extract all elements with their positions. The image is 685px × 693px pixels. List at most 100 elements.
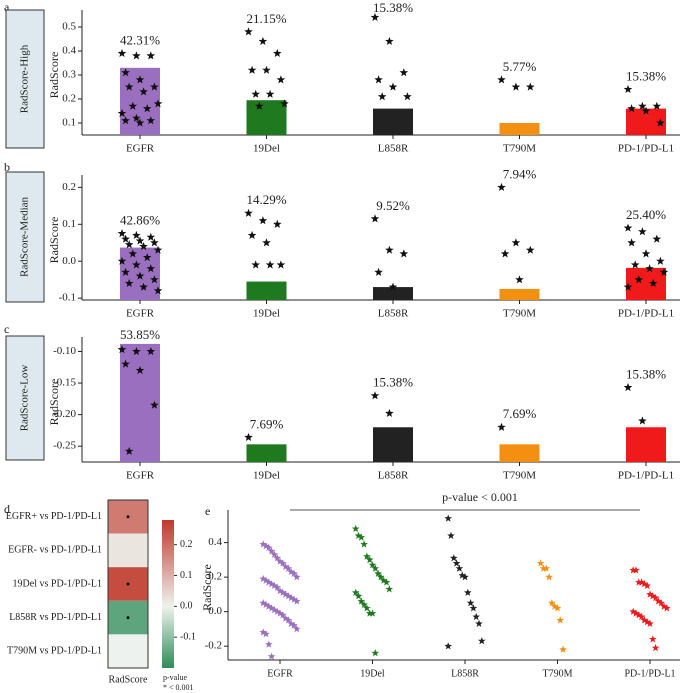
- data-point: [660, 602, 668, 610]
- data-point: [244, 432, 253, 441]
- data-point: [281, 590, 290, 598]
- data-point: [262, 238, 271, 247]
- data-point: [654, 597, 663, 605]
- data-point: [262, 630, 270, 638]
- data-point: [276, 75, 286, 84]
- data-point: [656, 118, 665, 127]
- x-tick-label: L858R: [378, 143, 409, 155]
- data-point: [284, 616, 293, 624]
- bar: [499, 288, 540, 300]
- bar: [499, 444, 540, 462]
- row-label: T790M vs PD-1/PD-L1: [7, 645, 102, 656]
- data-point: [452, 559, 461, 567]
- data-point: [121, 116, 130, 125]
- data-point: [659, 267, 669, 276]
- data-point: [279, 559, 287, 567]
- bar: [373, 427, 413, 462]
- data-point: [293, 597, 301, 605]
- data-point: [262, 542, 270, 550]
- row-label: L858R vs PD-1/PD-L1: [9, 612, 102, 623]
- data-point: [290, 621, 298, 629]
- data-point: [385, 245, 394, 254]
- data-point: [357, 597, 366, 605]
- y-tick-label: 0.0: [62, 255, 76, 267]
- data-point: [265, 89, 275, 98]
- data-point: [556, 616, 565, 624]
- data-point: [623, 223, 633, 232]
- data-point: [357, 533, 366, 541]
- bar: [499, 123, 540, 135]
- data-point: [287, 593, 295, 602]
- data-point: [135, 118, 145, 127]
- y-tick-label: 0.1: [62, 218, 76, 230]
- data-point: [132, 51, 141, 60]
- data-point: [651, 593, 660, 602]
- data-point: [354, 592, 363, 600]
- x-tick-label: EGFR: [267, 668, 293, 679]
- y-axis-label: RadScore: [200, 564, 214, 611]
- x-tick-label: PD-1/PD-L1: [624, 668, 675, 679]
- x-tick-label: 19Del: [253, 470, 280, 482]
- data-point: [497, 422, 506, 431]
- data-point: [276, 260, 286, 269]
- data-point: [146, 347, 156, 356]
- data-point: [374, 569, 382, 577]
- data-point: [363, 552, 371, 560]
- data-point: [638, 416, 647, 425]
- colorbar-tick-label: 0.1: [180, 570, 193, 581]
- data-point: [652, 234, 662, 243]
- data-point: [135, 365, 145, 375]
- data-point: [645, 264, 654, 273]
- data-point: [641, 249, 651, 258]
- y-axis-label: RadScore: [47, 217, 61, 264]
- x-tick-label: T790M: [503, 143, 536, 155]
- data-point: [267, 580, 276, 588]
- significance-dot: [126, 515, 130, 519]
- data-point: [270, 550, 279, 558]
- x-tick-label: T790M: [543, 668, 573, 679]
- x-axis-label: RadScore: [109, 674, 148, 685]
- side-label: RadScore-High: [19, 44, 31, 113]
- y-tick-label: 0.5: [62, 21, 76, 33]
- y-tick-label: 0.1: [62, 117, 76, 129]
- data-point: [146, 116, 156, 125]
- data-point: [630, 260, 640, 269]
- y-axis-label: RadScore: [47, 379, 61, 426]
- data-point: [371, 649, 380, 657]
- side-label: RadScore-Median: [19, 196, 31, 277]
- data-point: [150, 400, 159, 409]
- y-tick-label: 0.2: [62, 93, 76, 105]
- y-tick-label: -0.25: [53, 440, 76, 452]
- data-point: [637, 612, 646, 621]
- data-point: [139, 242, 148, 251]
- data-point: [475, 619, 483, 627]
- data-point: [265, 578, 273, 586]
- percent-label: 42.86%: [120, 213, 160, 228]
- data-point: [634, 275, 644, 284]
- data-point: [500, 249, 510, 258]
- data-point: [287, 619, 295, 627]
- data-point: [515, 275, 524, 284]
- data-point: [273, 219, 282, 228]
- significance-dot: [126, 616, 130, 620]
- data-point: [293, 624, 301, 633]
- data-point: [132, 347, 141, 356]
- percent-label: 7.69%: [503, 406, 537, 421]
- y-tick-label: 0.2: [62, 181, 76, 193]
- x-tick-label: PD-1/PD-L1: [618, 143, 674, 155]
- data-point: [497, 75, 506, 84]
- x-tick-label: 19Del: [253, 143, 280, 155]
- data-point: [444, 514, 452, 522]
- data-point: [262, 600, 270, 608]
- data-point: [153, 245, 163, 254]
- x-tick-label: PD-1/PD-L1: [618, 308, 674, 320]
- bar: [626, 427, 666, 462]
- percent-label: 25.40%: [626, 207, 666, 222]
- data-point: [651, 643, 660, 652]
- data-point: [284, 592, 293, 600]
- percent-label: 9.52%: [376, 198, 410, 213]
- data-point: [469, 604, 478, 612]
- data-point: [270, 581, 279, 589]
- bar: [246, 100, 287, 135]
